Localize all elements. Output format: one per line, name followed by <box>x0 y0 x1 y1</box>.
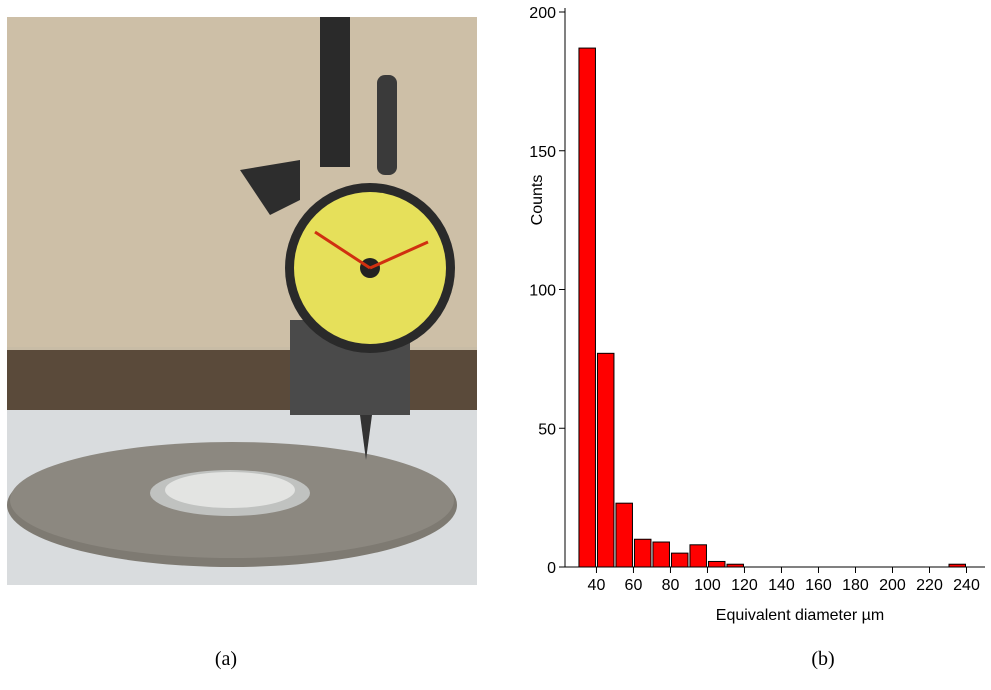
y-tick-label: 200 <box>529 5 556 22</box>
x-tick-label: 120 <box>731 577 758 594</box>
x-tick-label: 80 <box>662 577 680 594</box>
caption: (a) <box>215 648 237 670</box>
x-tick-label: 40 <box>588 577 606 594</box>
x-tick-label: 240 <box>953 577 980 594</box>
bar <box>689 544 707 568</box>
y-tick-label: 100 <box>529 283 556 300</box>
x-axis-label: Equivalent diameter µm <box>716 607 884 624</box>
caption: (b) <box>811 648 834 670</box>
bar <box>633 538 652 568</box>
bar <box>596 352 615 568</box>
x-tick-label: 60 <box>625 577 643 594</box>
y-tick-label: 50 <box>538 421 556 438</box>
x-tick-label: 200 <box>879 577 906 594</box>
photo <box>7 17 477 585</box>
y-tick-label: 0 <box>547 560 556 577</box>
x-tick-label: 180 <box>842 577 869 594</box>
bar <box>652 541 670 568</box>
x-tick-label: 100 <box>694 577 721 594</box>
x-tick-label: 140 <box>768 577 795 594</box>
y-axis-label: Counts <box>529 175 546 226</box>
x-tick-label: 160 <box>805 577 832 594</box>
bar <box>578 47 596 568</box>
bar <box>707 560 726 568</box>
x-tick-label: 220 <box>916 577 943 594</box>
y-tick-label: 150 <box>529 144 556 161</box>
bar <box>670 552 689 568</box>
bar <box>615 502 633 568</box>
